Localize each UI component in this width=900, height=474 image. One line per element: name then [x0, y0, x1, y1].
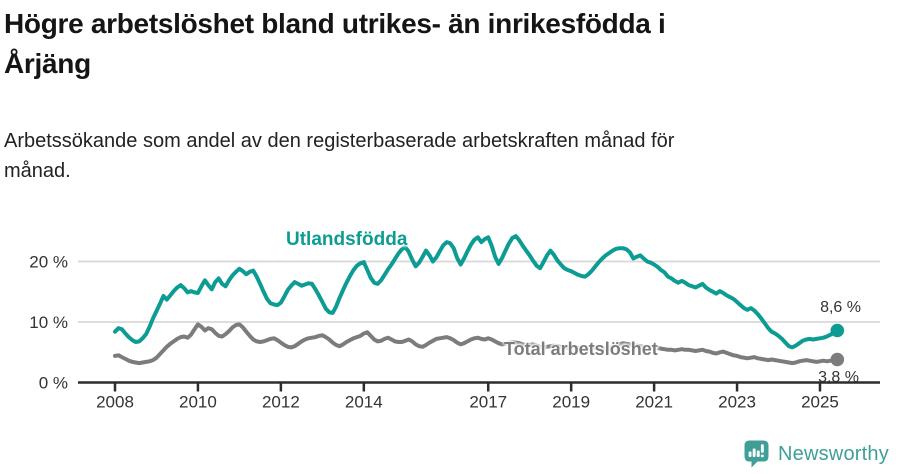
page-title: Högre arbetslöshet bland utrikes- än inr… [4, 8, 666, 79]
y-tick-label: 0 % [39, 374, 68, 393]
x-tick-label: 2010 [179, 393, 217, 412]
series-line-utlandsfodda [113, 234, 840, 350]
x-tick-label: 2017 [469, 393, 507, 412]
x-tick-label: 2021 [635, 393, 673, 412]
end-value-label-utlandsfodda: 8,6 % [820, 299, 861, 316]
series-end-dot [830, 352, 845, 367]
newsworthy-logo: Newsworthy [744, 440, 889, 468]
series-label-total-arbetsloshet: Total arbetslöshet [504, 339, 658, 359]
end-value-label-total: 3,8 % [818, 369, 859, 386]
x-tick-label: 2025 [801, 393, 839, 412]
x-tick-label: 2019 [552, 393, 590, 412]
y-tick-label: 10 % [29, 313, 68, 332]
page-subtitle: Arbetssökande som andel av den registerb… [4, 130, 675, 182]
x-tick-label: 2012 [262, 393, 300, 412]
series-label-utlandsfodda: Utlandsfödda [286, 229, 408, 250]
series-line-total [113, 322, 840, 366]
series-end-dot [830, 323, 845, 338]
x-tick-label: 2008 [96, 393, 134, 412]
x-tick-label: 2014 [345, 393, 383, 412]
y-tick-label: 20 % [29, 253, 68, 272]
x-tick-label: 2023 [718, 393, 756, 412]
newsworthy-brand-text: Newsworthy [778, 443, 889, 465]
newsworthy-bar-chart-icon [744, 440, 769, 468]
